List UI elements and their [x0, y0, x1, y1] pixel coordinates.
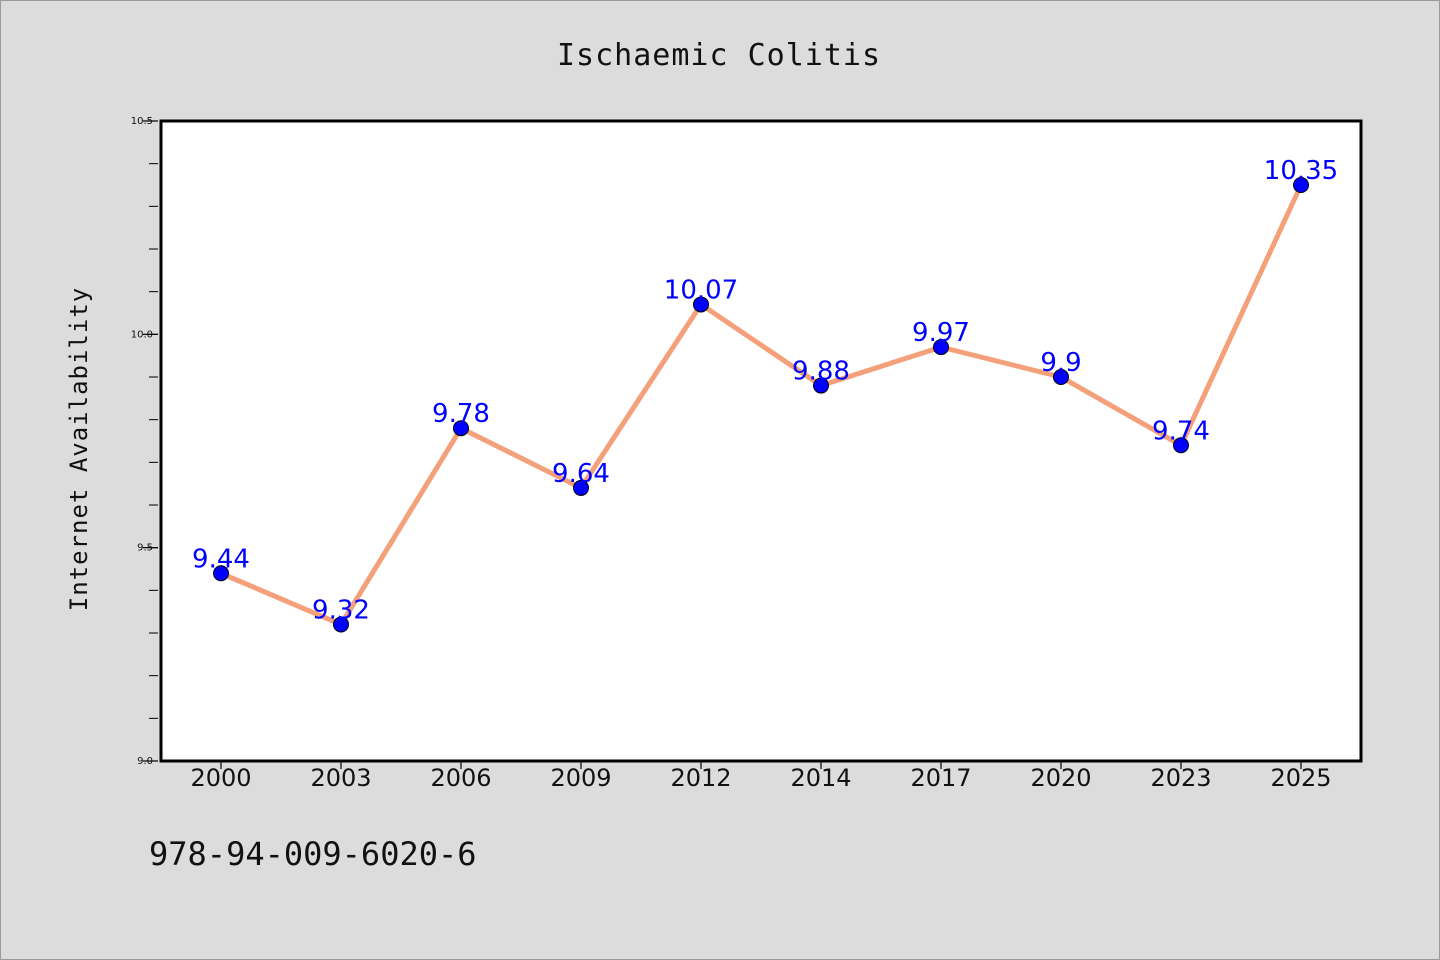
- data-label: 9.97: [912, 318, 970, 348]
- data-label: 10.35: [1264, 156, 1338, 186]
- x-tick-label: 2023: [1150, 764, 1211, 792]
- y-axis-label: Internet Availability: [65, 287, 93, 611]
- data-label: 9.44: [192, 544, 250, 574]
- x-tick-label: 2006: [430, 764, 491, 792]
- data-label: 9.9: [1040, 348, 1081, 378]
- data-point: [813, 377, 829, 394]
- series-line-group: [218, 182, 1304, 627]
- isbn-text: 978-94-009-6020-6: [149, 835, 477, 873]
- x-tick-label: 2025: [1270, 764, 1331, 792]
- x-tick-label: 2020: [1030, 764, 1091, 792]
- data-point: [693, 296, 709, 313]
- x-tick-label: 2003: [310, 764, 371, 792]
- data-markers: [213, 177, 1309, 633]
- data-point: [1173, 437, 1189, 454]
- data-label: 9.64: [552, 459, 610, 489]
- x-tick-label: 2014: [790, 764, 851, 792]
- data-labels: 9.44 9.32 9.78 9.64 10.07 9.88 9.97 9.9 9.74 10.3…: [192, 156, 1338, 625]
- data-label: 9.74: [1152, 416, 1210, 446]
- data-point: [573, 479, 589, 496]
- data-label: 9.88: [792, 357, 850, 387]
- data-label: 9.32: [312, 595, 370, 625]
- x-tick-label: 2009: [550, 764, 611, 792]
- data-point: [213, 565, 229, 582]
- data-point: [933, 339, 949, 356]
- y-tick-label: 10.0: [131, 329, 153, 340]
- x-tick-label: 2012: [670, 764, 731, 792]
- x-axis-ticks: 2000 2003 2006 2009 2012 2014 2017 2020 2023 2025: [190, 762, 1332, 792]
- data-point: [1053, 369, 1069, 385]
- x-tick-label: 2017: [910, 764, 971, 792]
- y-axis-ticks: 9.0 9.5 10.0 10.5: [131, 116, 158, 767]
- data-point: [1293, 177, 1309, 193]
- series-line: [218, 182, 1304, 627]
- data-point: [333, 616, 349, 633]
- x-tick-label: 2000: [190, 764, 251, 792]
- data-label: 10.07: [664, 275, 738, 305]
- y-minor-ticks: [149, 120, 158, 762]
- y-tick-label: 9.5: [137, 543, 153, 554]
- y-tick-label: 9.0: [137, 756, 153, 767]
- data-label: 9.78: [432, 399, 490, 429]
- data-point: [453, 420, 469, 437]
- chart-title: Ischaemic Colitis: [557, 38, 881, 73]
- plot-area: [159, 119, 1363, 763]
- y-tick-label: 10.5: [131, 116, 153, 127]
